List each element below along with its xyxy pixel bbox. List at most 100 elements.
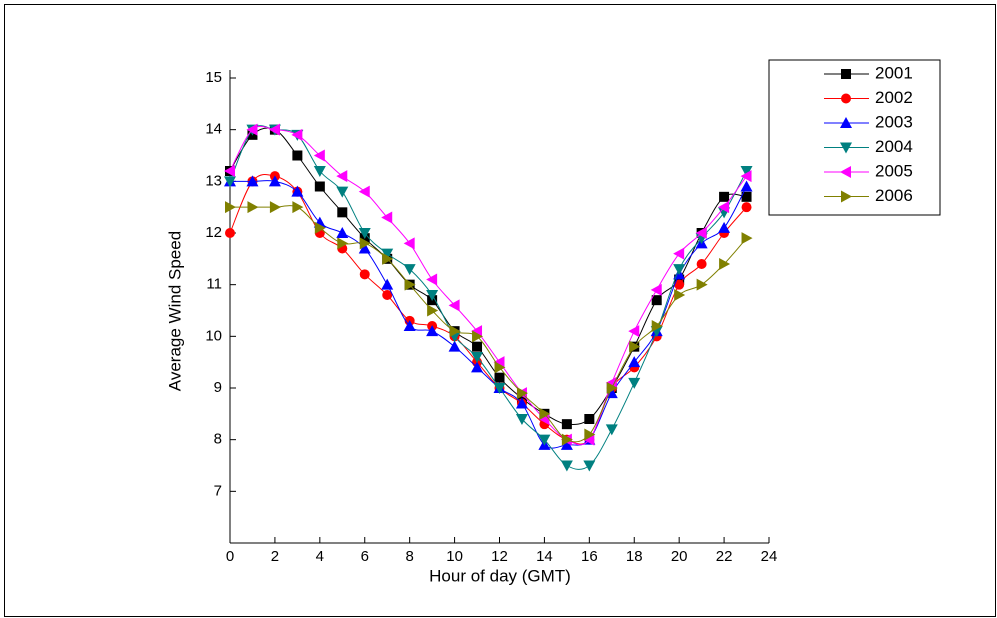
marker [606,382,618,394]
x-tick-label: 10 [446,548,463,565]
marker [336,227,349,238]
marker [314,221,326,234]
marker [718,221,731,233]
marker [448,299,460,312]
series-line [230,205,747,443]
marker [673,264,686,276]
marker [651,320,663,332]
legend-label: 2002 [875,88,913,107]
marker [426,325,439,337]
marker [381,248,394,260]
marker [583,460,596,472]
marker [225,228,235,238]
marker [840,117,852,128]
marker [493,383,506,394]
y-tick-label: 14 [205,121,222,138]
y-tick-label: 9 [214,379,222,396]
marker [560,460,573,472]
marker [605,424,618,436]
series-line [229,127,747,426]
marker [841,190,852,203]
y-tick-label: 11 [206,276,222,293]
marker [426,290,439,301]
marker [695,227,707,239]
marker [359,269,370,280]
marker [403,237,415,250]
marker [337,207,348,218]
marker [358,185,370,198]
marker [382,252,394,265]
marker [358,242,371,254]
marker [628,356,641,368]
x-tick-label: 0 [226,548,234,565]
series-line [229,125,747,446]
marker [314,181,325,192]
y-tick-label: 15 [205,69,222,86]
legend-label: 2005 [875,161,913,180]
marker [358,228,371,239]
series-line [229,180,747,449]
marker [673,247,685,260]
marker [515,414,528,425]
marker [472,341,483,352]
marker [741,191,752,202]
marker [650,283,662,296]
legend-label: 2001 [875,63,913,82]
marker [516,387,528,400]
legend-label: 2004 [875,137,913,156]
x-tick-label: 4 [316,548,324,565]
marker [336,186,349,198]
marker [539,407,551,420]
x-tick-label: 2 [271,548,279,565]
x-tick-label: 14 [536,548,553,565]
marker [740,180,753,192]
marker [269,201,281,214]
marker [740,166,753,177]
marker [628,325,640,338]
x-tick-label: 20 [671,548,688,565]
x-tick-label: 18 [626,548,643,565]
marker [840,166,851,178]
marker [841,93,851,104]
marker [291,128,303,141]
marker [561,419,572,430]
marker [471,361,484,373]
y-tick-label: 13 [205,172,222,189]
marker [472,330,484,343]
marker [560,438,573,450]
marker [718,201,730,214]
marker [515,397,528,409]
marker [404,278,416,291]
marker [741,202,752,213]
x-tick-label: 22 [716,548,733,565]
marker [426,273,438,286]
y-tick-label: 7 [214,482,222,499]
marker [471,325,483,338]
marker [584,414,595,424]
marker [696,278,708,291]
marker [359,237,371,250]
x-tick-label: 12 [491,548,508,565]
marker [449,325,461,338]
marker [247,201,259,214]
marker [224,176,236,188]
series-line [229,125,747,470]
marker [313,166,326,177]
marker [538,434,551,446]
marker [583,433,595,446]
marker [225,201,236,214]
marker [268,175,281,187]
marker [840,142,852,154]
marker [696,259,707,269]
marker [740,170,752,183]
marker [628,377,641,389]
marker [471,352,484,363]
y-axis-label: Average Wind Speed [165,231,184,391]
marker [674,289,686,301]
x-axis-label: Hour of day (GMT) [429,566,571,585]
marker [674,274,685,285]
x-tick-label: 16 [581,548,598,565]
marker [719,258,731,270]
marker [719,191,730,202]
